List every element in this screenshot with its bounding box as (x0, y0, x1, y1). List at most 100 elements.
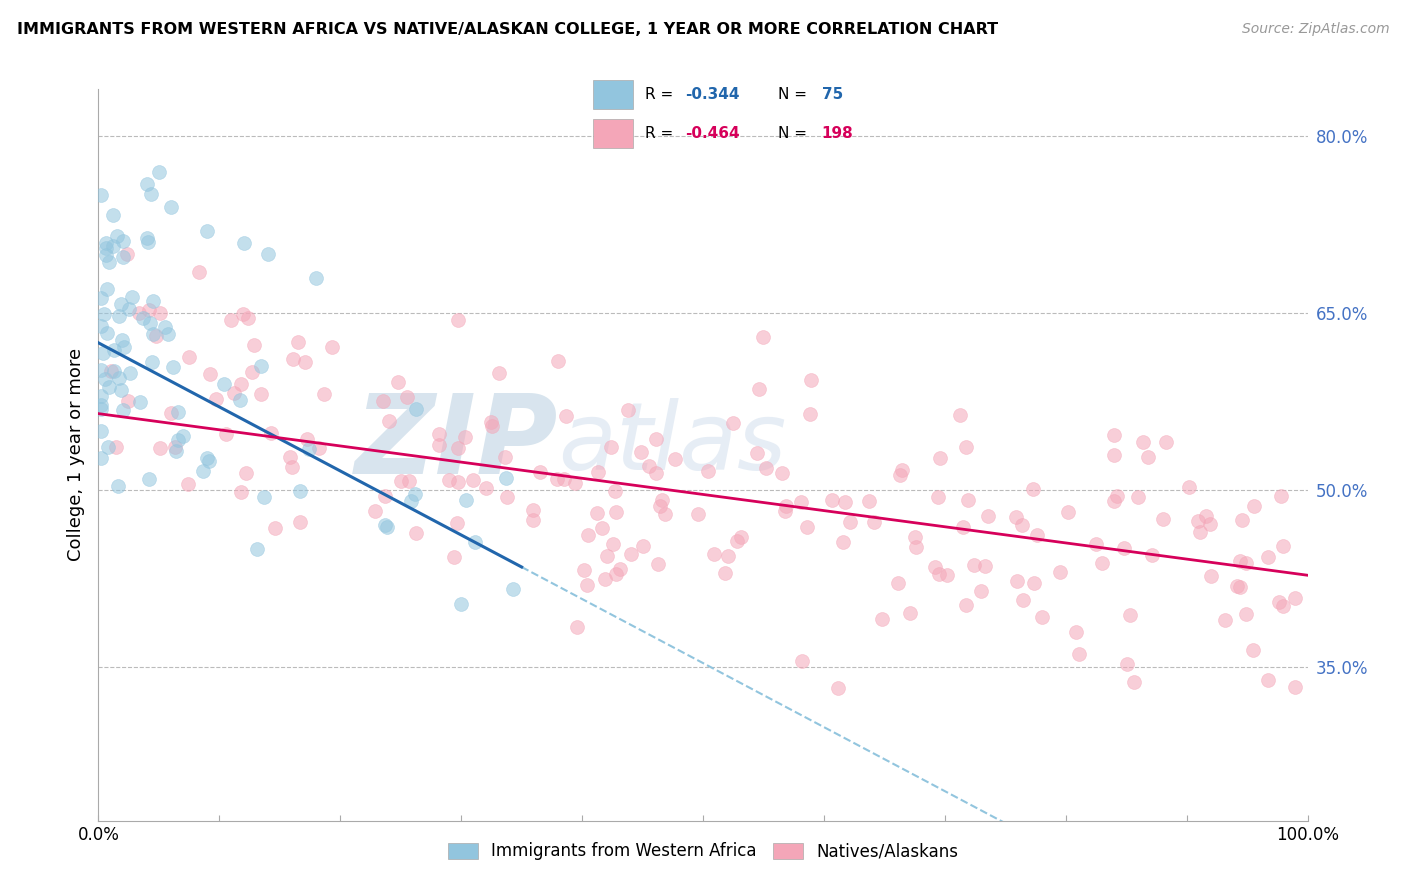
Point (90, 397, 112, 411)
Point (1104, 428, 1126, 442)
Point (205, 392, 228, 406)
Point (90, 424, 112, 438)
Point (145, 328, 167, 343)
Point (1090, 557, 1112, 571)
Point (90, 291, 112, 305)
Point (773, 504, 796, 518)
Point (1234, 607, 1257, 622)
Point (104, 440, 127, 454)
Point (898, 606, 921, 620)
Point (136, 230, 159, 244)
Point (214, 426, 236, 441)
Point (374, 489, 396, 503)
Bar (593, 119, 633, 147)
Point (308, 441, 330, 455)
Point (153, 319, 176, 334)
Point (495, 471, 517, 485)
Point (1022, 575, 1045, 590)
Point (522, 513, 544, 527)
Point (98, 380, 121, 394)
Point (290, 483, 312, 498)
Point (256, 247, 278, 261)
Point (118, 367, 141, 381)
Point (891, 463, 914, 477)
Point (188, 265, 211, 279)
Point (321, 340, 343, 354)
Point (713, 566, 735, 580)
Point (253, 490, 276, 504)
Point (564, 475, 586, 490)
Point (904, 540, 927, 554)
Point (956, 492, 979, 507)
Point (389, 474, 412, 488)
Point (110, 297, 132, 311)
Point (90, 401, 112, 416)
Point (863, 515, 886, 529)
Point (479, 415, 502, 429)
Point (730, 530, 752, 544)
Point (246, 541, 269, 556)
Point (1132, 435, 1154, 450)
Point (1005, 510, 1028, 524)
Point (609, 562, 631, 576)
Point (198, 367, 221, 381)
Point (576, 527, 599, 541)
Point (1049, 566, 1071, 580)
Point (177, 477, 200, 491)
Point (212, 377, 235, 392)
Point (90, 451, 112, 466)
Point (904, 530, 927, 544)
Point (602, 537, 624, 551)
Point (1229, 554, 1251, 568)
Point (1230, 513, 1253, 527)
Point (686, 507, 709, 521)
Point (1178, 480, 1201, 494)
Point (129, 395, 152, 409)
Point (405, 401, 427, 416)
Point (236, 310, 259, 325)
Point (156, 327, 179, 342)
Point (588, 465, 610, 479)
Point (654, 507, 676, 521)
Point (645, 466, 668, 480)
Point (115, 247, 138, 261)
Point (1112, 541, 1135, 555)
Text: N =: N = (779, 126, 813, 141)
Point (219, 313, 242, 327)
Point (1031, 610, 1053, 624)
Point (1213, 613, 1236, 627)
Point (838, 515, 860, 529)
Point (567, 619, 589, 633)
Point (197, 454, 219, 468)
Point (287, 334, 309, 349)
Point (90, 363, 112, 377)
Point (1189, 524, 1212, 539)
Point (454, 493, 477, 508)
Point (90, 389, 112, 403)
Point (596, 549, 619, 563)
Point (195, 451, 218, 466)
Point (138, 303, 160, 318)
Point (502, 582, 524, 596)
Point (1064, 625, 1087, 640)
Point (162, 359, 184, 374)
Point (447, 313, 470, 327)
Point (1136, 450, 1159, 464)
Point (858, 493, 880, 508)
Text: R =: R = (645, 126, 679, 141)
Point (94, 236, 117, 251)
Point (142, 326, 165, 341)
Point (949, 408, 972, 422)
Legend: Immigrants from Western Africa, Natives/Alaskans: Immigrants from Western Africa, Natives/… (441, 836, 965, 867)
Point (796, 520, 818, 534)
Point (90, 319, 112, 334)
Point (399, 494, 422, 508)
Point (96, 326, 118, 341)
Point (195, 224, 218, 238)
Point (167, 433, 190, 447)
Point (752, 330, 775, 344)
Point (799, 407, 821, 421)
Point (141, 354, 163, 368)
Point (647, 557, 669, 571)
Point (834, 494, 856, 508)
